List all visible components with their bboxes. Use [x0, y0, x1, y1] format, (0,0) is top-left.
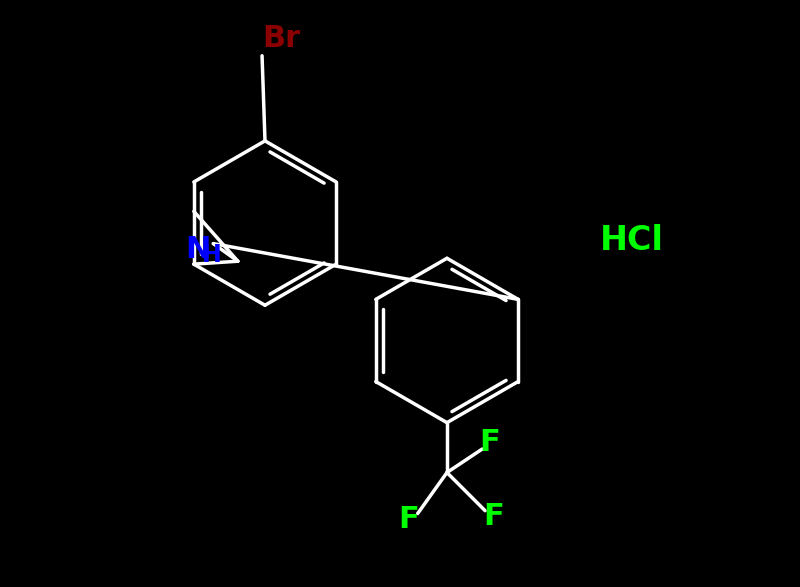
Text: F: F — [483, 502, 504, 531]
Text: HCl: HCl — [600, 224, 664, 257]
Text: F: F — [479, 427, 499, 457]
Text: F: F — [398, 505, 419, 534]
Text: N: N — [185, 235, 210, 264]
Text: Br: Br — [262, 23, 300, 53]
Text: H: H — [202, 244, 222, 267]
